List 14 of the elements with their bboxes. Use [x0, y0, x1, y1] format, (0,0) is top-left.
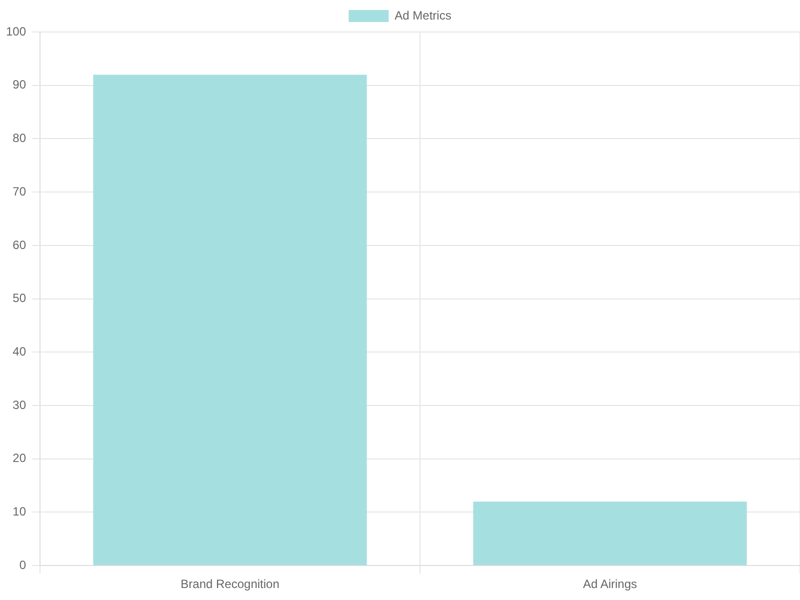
y-tick-label: 30 — [12, 398, 26, 412]
y-tick-label: 10 — [12, 504, 26, 519]
y-tick-label: 90 — [12, 78, 26, 92]
x-tick-label: Brand Recognition — [180, 577, 280, 592]
x-tick-label: Ad Airings — [582, 577, 638, 592]
y-tick-label: 20 — [12, 451, 26, 466]
legend-label: Ad Metrics — [394, 8, 452, 22]
y-tick-label: 40 — [12, 344, 26, 358]
y-tick-label: 80 — [12, 131, 26, 146]
y-tick-label: 50 — [12, 291, 26, 306]
y-tick-label: 70 — [12, 184, 26, 198]
y-tick-label: 60 — [12, 238, 26, 252]
y-tick-label: 100 — [6, 24, 26, 38]
y-tick-label: 0 — [19, 558, 26, 572]
